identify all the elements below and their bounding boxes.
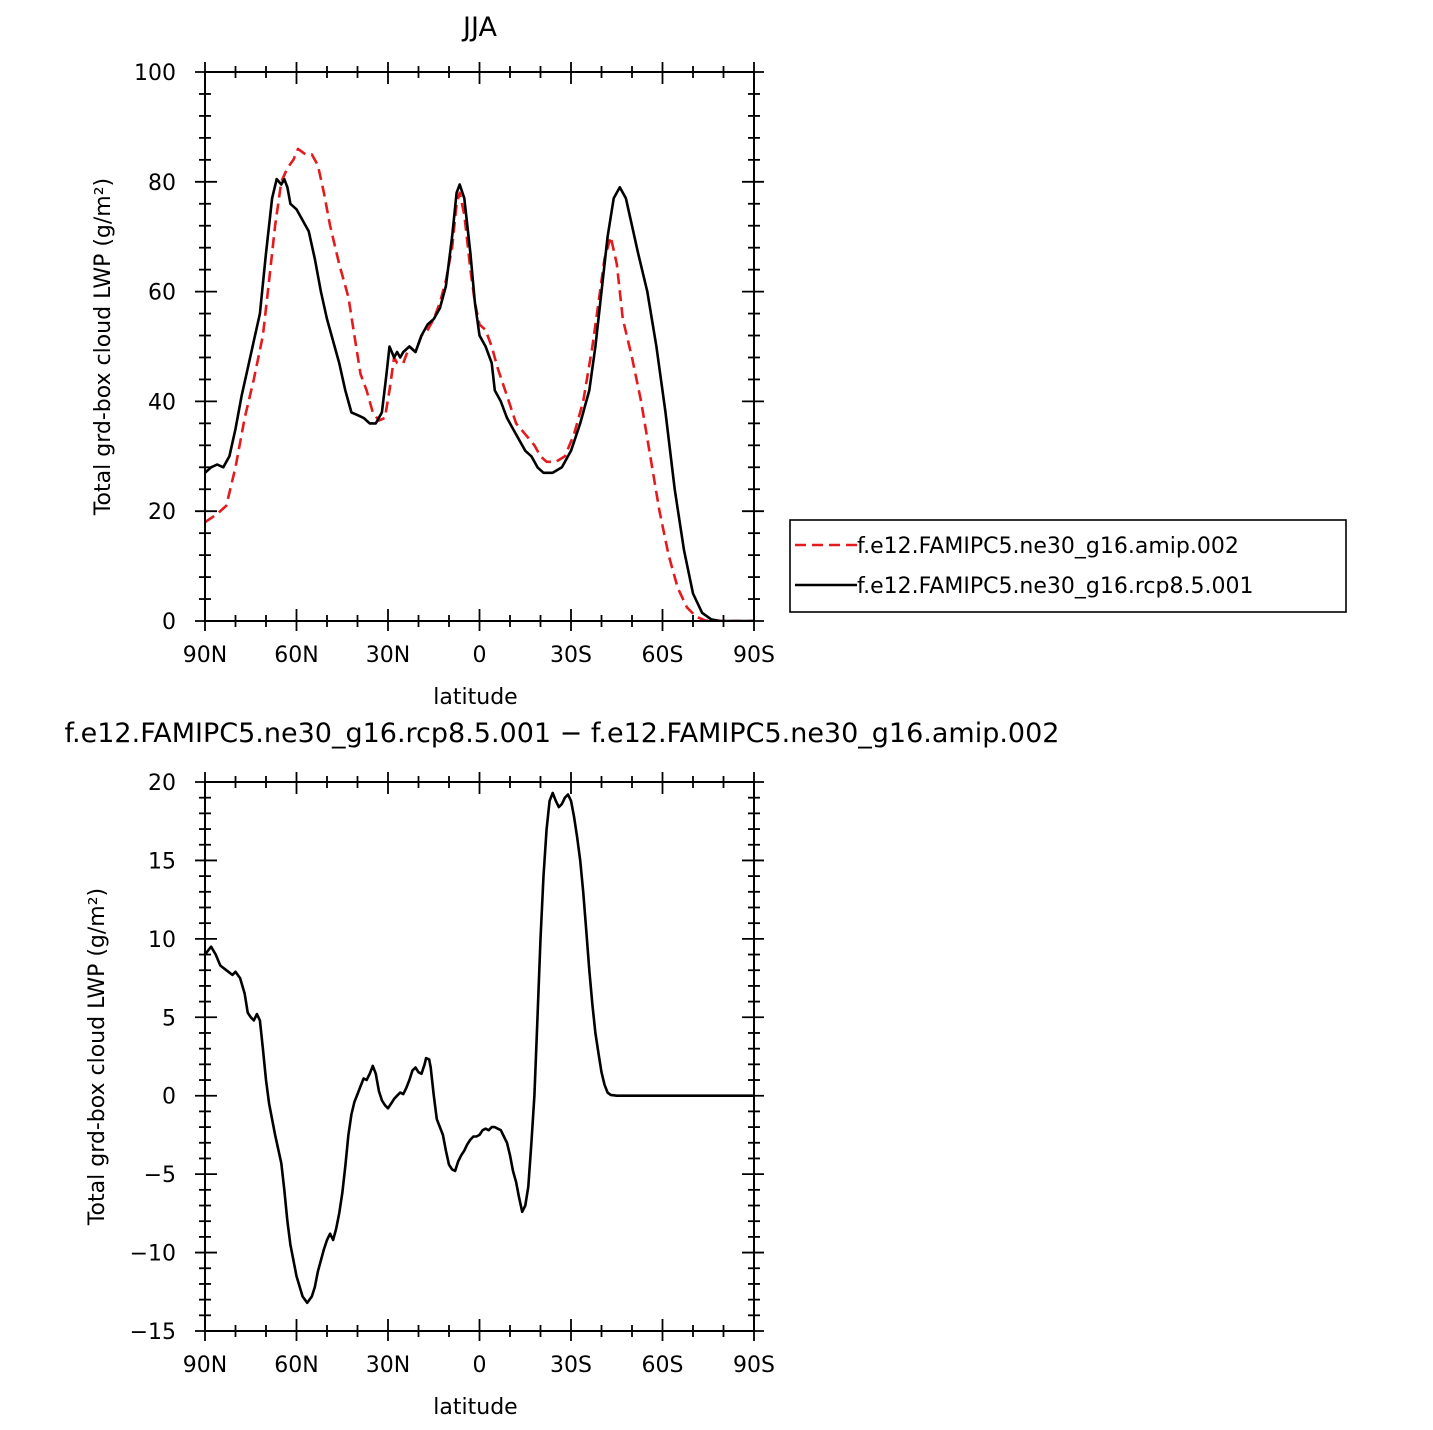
x-axis-label: latitude <box>433 1395 517 1420</box>
legend: f.e12.FAMIPC5.ne30_g16.amip.002 f.e12.FAM… <box>789 519 1347 613</box>
y-tick-label: 20 <box>148 500 176 525</box>
x-tick-label: 90S <box>733 1353 775 1378</box>
y-tick-label: 10 <box>148 928 176 953</box>
x-tick-label: 60S <box>642 643 684 668</box>
series-line-1 <box>205 177 754 621</box>
series-group <box>205 147 754 621</box>
x-tick-label: 30S <box>550 643 592 668</box>
series-line-0 <box>205 791 754 1305</box>
legend-box <box>789 519 1347 613</box>
x-tick-label: 90N <box>183 643 227 668</box>
y-axis-label: Total grd-box cloud LWP (g/m²) <box>85 888 110 1226</box>
series-group <box>205 791 754 1305</box>
y-tick-label: 40 <box>148 390 176 415</box>
y-tick-label: 60 <box>148 281 176 306</box>
series-line-0 <box>205 147 754 621</box>
chart-title: f.e12.FAMIPC5.ne30_g16.rcp8.5.001 − f.e1… <box>65 718 1060 749</box>
plot-frame <box>204 781 755 1332</box>
x-tick-label: 30N <box>366 1353 410 1378</box>
y-tick-label: −10 <box>130 1242 176 1267</box>
x-tick-label: 0 <box>473 1353 487 1378</box>
x-tick-label: 60S <box>642 1353 684 1378</box>
plot-frame <box>204 71 755 622</box>
x-tick-label: 0 <box>473 643 487 668</box>
x-tick-label: 90N <box>183 1353 227 1378</box>
y-tick-label: 20 <box>148 771 176 796</box>
x-tick-label: 60N <box>274 1353 318 1378</box>
x-tick-label: 60N <box>274 643 318 668</box>
legend-label-1: f.e12.FAMIPC5.ne30_g16.rcp8.5.001 <box>857 574 1253 599</box>
y-tick-label: 100 <box>134 61 176 86</box>
y-tick-label: 0 <box>162 1085 176 1110</box>
x-axis-label: latitude <box>433 685 517 710</box>
y-tick-label: 0 <box>162 610 176 635</box>
chart-title: JJA <box>461 12 497 43</box>
y-tick-label: −15 <box>130 1320 176 1345</box>
x-tick-label: 90S <box>733 643 775 668</box>
x-tick-label: 30N <box>366 643 410 668</box>
y-tick-label: 15 <box>148 849 176 874</box>
x-tick-label: 30S <box>550 1353 592 1378</box>
bottom-panel: f.e12.FAMIPC5.ne30_g16.rcp8.5.001 − f.e1… <box>65 718 1060 1420</box>
y-axis-label: Total grd-box cloud LWP (g/m²) <box>91 178 116 516</box>
legend-label-0: f.e12.FAMIPC5.ne30_g16.amip.002 <box>857 534 1239 559</box>
y-tick-label: 80 <box>148 171 176 196</box>
y-tick-label: 5 <box>162 1006 176 1031</box>
top-panel: JJA 90N 60N 30N 0 30S 60S 90S 0 20 40 60 80 100 latitu… <box>91 12 775 710</box>
y-tick-label: −5 <box>144 1163 176 1188</box>
